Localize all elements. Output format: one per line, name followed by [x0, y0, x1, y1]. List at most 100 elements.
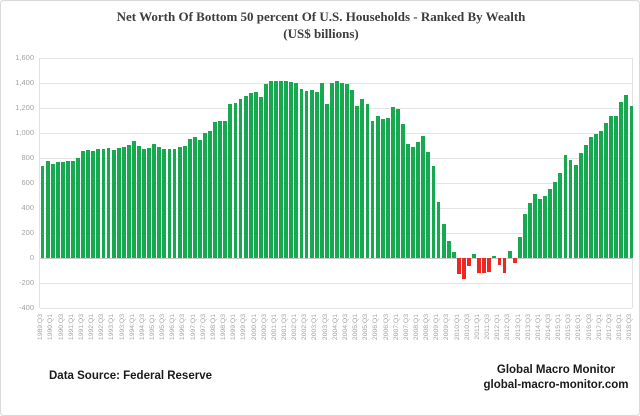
x-tick-label: 2004:Q3 [341, 314, 349, 341]
bar-2018:Q1 [619, 102, 624, 258]
bar-2006:Q3 [385, 118, 390, 258]
bar-1995:Q3 [162, 148, 167, 258]
bar-1992:Q4 [106, 148, 111, 258]
x-tick-label: 1992:Q1 [88, 314, 96, 341]
bar-1994:Q4 [147, 147, 152, 258]
zero-gridline [40, 257, 632, 259]
y-tick-label: 200 [21, 228, 34, 237]
bar-1994:Q2 [137, 145, 141, 258]
bar-1991:Q3 [81, 151, 86, 258]
bar-2013:Q2 [522, 214, 527, 258]
bar-1999:Q3 [243, 95, 248, 258]
bar-1998:Q3 [223, 121, 228, 258]
y-tick-label: 600 [21, 178, 34, 187]
bar-2014:Q2 [543, 195, 548, 258]
bar-1995:Q4 [167, 149, 172, 258]
bar-2012:Q2 [502, 258, 507, 274]
x-tick-label: 2009:Q1 [433, 314, 441, 341]
bar-2011:Q3 [487, 258, 492, 272]
x-tick-label: 1998:Q1 [209, 314, 217, 341]
x-axis: 1989:Q3 1990:Q1 1990:Q3 1991:Q1 1991:Q3 1992:… [37, 312, 633, 360]
bar-2002:Q4 [309, 89, 314, 258]
bar-1995:Q1 [152, 144, 157, 258]
bar-2005:Q3 [365, 103, 370, 258]
x-tick-label: 2015:Q3 [565, 314, 573, 341]
x-tick-label: 2002:Q3 [301, 314, 309, 341]
attribution: Global Macro Monitor global-macro-monito… [471, 363, 639, 393]
bar-2007:Q1 [395, 109, 400, 258]
bar-2000:Q3 [263, 84, 268, 258]
bar-1997:Q2 [197, 140, 202, 258]
bar-1993:Q3 [121, 146, 126, 258]
bar-2013:Q1 [517, 236, 522, 258]
bar-2010:Q1 [456, 258, 461, 275]
x-tick-label: 2011:Q1 [473, 314, 481, 340]
bar-2012:Q4 [512, 258, 517, 263]
bar-2016:Q2 [583, 144, 588, 258]
x-tick-label: 1999:Q1 [230, 314, 238, 341]
x-tick-label: 2000:Q3 [260, 314, 268, 341]
bar-1989:Q3 [40, 165, 45, 258]
chart-title-line1: Net Worth Of Bottom 50 percent Of U.S. H… [116, 9, 526, 24]
bar-2008:Q4 [431, 165, 436, 258]
bar-2002:Q3 [304, 90, 309, 258]
bar-2011:Q2 [482, 258, 487, 274]
bar-2014:Q3 [548, 188, 553, 258]
bar-1998:Q1 [213, 122, 218, 258]
y-axis: 1,600 1,400 1,200 1,000 800 600 400 200 0 -200 -40… [1, 54, 34, 312]
bar-1991:Q1 [71, 160, 75, 258]
bar-2004:Q3 [345, 84, 350, 258]
y-tick-label: 1,400 [15, 78, 34, 87]
x-tick-label: 1993:Q1 [108, 314, 116, 341]
bar-1999:Q4 [248, 93, 253, 258]
x-tick-label: 2013:Q3 [524, 314, 532, 341]
x-tick-label: 1994:Q1 [128, 314, 136, 341]
bar-2003:Q4 [329, 83, 334, 258]
bar-2007:Q4 [411, 146, 416, 258]
x-tick-label: 2009:Q3 [443, 314, 451, 341]
x-tick-label: 1996:Q1 [169, 314, 177, 341]
bar-1990:Q3 [60, 161, 65, 258]
x-tick-label: 2011:Q3 [484, 314, 492, 340]
bar-2014:Q1 [538, 198, 542, 258]
y-tick-label: -400 [18, 303, 34, 312]
bar-2010:Q3 [467, 258, 471, 267]
bar-2000:Q4 [269, 80, 273, 258]
x-tick-label: 1991:Q3 [77, 314, 85, 341]
x-tick-label: 2016:Q3 [585, 314, 593, 341]
x-tick-label: 1997:Q1 [189, 314, 197, 341]
x-tick-label: 1997:Q3 [199, 314, 207, 341]
x-tick-label: 2001:Q1 [270, 314, 278, 341]
x-tick-label: 2010:Q1 [453, 314, 461, 341]
y-tick-label: 1,000 [15, 128, 34, 137]
bar-2016:Q3 [588, 136, 593, 258]
bar-2005:Q2 [360, 99, 365, 258]
bar-2006:Q4 [390, 106, 395, 258]
bar-1992:Q1 [91, 150, 96, 258]
bar-2010:Q2 [461, 258, 466, 280]
bar-1992:Q3 [101, 148, 106, 258]
x-tick-label: 2017:Q3 [605, 314, 613, 341]
bar-1999:Q2 [238, 99, 243, 258]
x-tick-label: 2003:Q1 [311, 314, 319, 341]
bar-2018:Q2 [624, 95, 629, 258]
bar-2000:Q2 [258, 96, 263, 258]
bar-1991:Q4 [86, 149, 91, 258]
bar-1993:Q1 [111, 149, 116, 258]
bar-2013:Q3 [527, 203, 532, 258]
bar-2009:Q3 [446, 240, 451, 258]
x-tick-label: 2007:Q1 [392, 314, 400, 341]
bar-2001:Q2 [279, 80, 284, 258]
bar-2008:Q1 [416, 141, 421, 258]
x-tick-label: 2008:Q3 [423, 314, 431, 341]
bar-1995:Q2 [157, 147, 162, 258]
bar-1990:Q4 [65, 161, 70, 258]
y-tick-label: 1,600 [15, 53, 34, 62]
bar-2002:Q1 [294, 83, 299, 258]
bar-1998:Q4 [228, 104, 233, 258]
x-tick-label: 1992:Q3 [98, 314, 106, 341]
bar-1992:Q2 [96, 149, 101, 258]
x-tick-label: 2006:Q3 [382, 314, 390, 341]
bar-2017:Q2 [604, 123, 608, 258]
